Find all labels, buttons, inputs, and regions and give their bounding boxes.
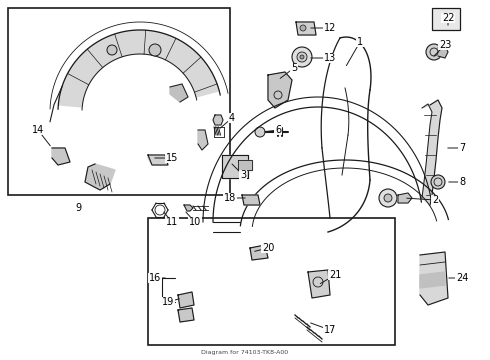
Text: 13: 13	[324, 53, 336, 63]
Bar	[148, 218, 395, 345]
Polygon shape	[222, 155, 248, 178]
Text: 4: 4	[229, 113, 235, 123]
Polygon shape	[422, 100, 442, 205]
Polygon shape	[250, 245, 268, 260]
Text: 19: 19	[162, 297, 174, 307]
Circle shape	[297, 52, 307, 62]
Text: 5: 5	[291, 63, 297, 73]
Polygon shape	[178, 292, 194, 308]
Text: 18: 18	[224, 193, 236, 203]
Circle shape	[379, 189, 397, 207]
Text: 7: 7	[459, 143, 465, 153]
Polygon shape	[198, 130, 208, 150]
Circle shape	[384, 194, 392, 202]
Circle shape	[292, 47, 312, 67]
Text: 15: 15	[166, 153, 178, 163]
Circle shape	[255, 127, 265, 137]
Polygon shape	[52, 148, 70, 165]
Polygon shape	[170, 84, 188, 102]
Circle shape	[300, 25, 306, 31]
Polygon shape	[184, 205, 193, 211]
Polygon shape	[268, 72, 292, 108]
Circle shape	[431, 175, 445, 189]
Polygon shape	[178, 308, 194, 322]
Text: 10: 10	[189, 217, 201, 227]
Bar	[8, 8, 230, 195]
Circle shape	[300, 55, 304, 59]
Polygon shape	[438, 46, 448, 58]
Polygon shape	[420, 252, 448, 305]
Text: 21: 21	[329, 270, 341, 280]
Polygon shape	[148, 155, 168, 165]
Text: 24: 24	[456, 273, 468, 283]
Polygon shape	[242, 195, 260, 205]
Text: 3: 3	[240, 170, 246, 180]
Text: 17: 17	[324, 325, 336, 335]
Polygon shape	[213, 115, 223, 125]
Text: 16: 16	[149, 273, 161, 283]
Text: 14: 14	[32, 125, 44, 135]
Text: 6: 6	[275, 125, 281, 135]
Polygon shape	[398, 193, 412, 203]
Text: 2: 2	[432, 195, 438, 205]
Polygon shape	[58, 30, 219, 107]
Circle shape	[107, 45, 117, 55]
Text: 8: 8	[459, 177, 465, 187]
Polygon shape	[296, 22, 316, 35]
Text: Diagram for 74103-TK8-A00: Diagram for 74103-TK8-A00	[201, 350, 289, 355]
Text: 20: 20	[262, 243, 274, 253]
Text: 11: 11	[166, 217, 178, 227]
Polygon shape	[85, 164, 115, 190]
Text: 12: 12	[324, 23, 336, 33]
Text: 1: 1	[357, 37, 363, 47]
Text: 23: 23	[439, 40, 451, 50]
Circle shape	[426, 44, 442, 60]
Text: 22: 22	[442, 13, 454, 23]
Polygon shape	[308, 270, 330, 298]
Text: 9: 9	[75, 203, 81, 213]
Bar	[432, 8, 460, 30]
Polygon shape	[238, 160, 252, 170]
Circle shape	[149, 44, 161, 56]
Polygon shape	[420, 272, 445, 288]
